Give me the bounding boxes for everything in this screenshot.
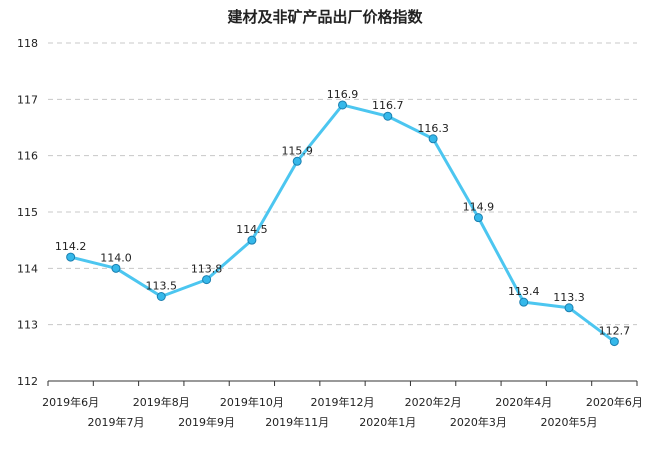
- data-label: 112.7: [599, 325, 631, 338]
- y-tick-labels: 112 113 114 115 116 117 118: [17, 37, 38, 388]
- series-line-layer: [70, 103, 616, 343]
- y-tick-label: 118: [17, 37, 38, 50]
- x-tick-label: 2019年11月: [265, 415, 329, 429]
- data-label: 115.9: [281, 144, 313, 157]
- x-tick-label: 2019年12月: [311, 395, 375, 409]
- x-tick-labels: 2019年6月 2019年7月 2019年8月 2019年9月 2019年10月 2019…: [42, 395, 643, 429]
- data-label: 113.8: [191, 263, 223, 276]
- data-point: [66, 252, 76, 262]
- x-tick-label: 2020年1月: [359, 415, 416, 429]
- data-point: [156, 292, 166, 301]
- y-tick-label: 116: [17, 150, 38, 163]
- x-tick-label: 2020年3月: [450, 415, 507, 429]
- data-point: [111, 263, 121, 273]
- gridlines: [48, 42, 637, 326]
- x-tick-label: 2019年7月: [87, 415, 144, 429]
- x-tick-label: 2019年6月: [42, 395, 99, 409]
- data-label: 113.5: [146, 280, 178, 293]
- y-tick-label: 112: [17, 375, 38, 388]
- data-point: [292, 156, 302, 166]
- data-label: 116.3: [417, 122, 449, 135]
- y-tick-label: 117: [17, 93, 38, 106]
- x-tick-label: 2019年9月: [178, 415, 235, 429]
- data-label: 116.9: [327, 88, 359, 101]
- data-point: [338, 100, 347, 110]
- y-tick-label: 113: [17, 319, 38, 332]
- data-label: 113.4: [508, 285, 540, 298]
- x-tick-label: 2020年2月: [405, 395, 462, 409]
- data-point: [564, 303, 574, 313]
- y-tick-label: 115: [17, 206, 38, 219]
- data-point: [609, 337, 619, 347]
- data-points: [66, 100, 619, 347]
- data-point: [428, 134, 438, 144]
- axes: [47, 380, 638, 386]
- data-label: 116.7: [372, 99, 404, 112]
- chart-title: 建材及非矿产品出厂价格指数: [227, 8, 423, 26]
- data-label: 114.2: [55, 240, 87, 253]
- y-tick-label: 114: [17, 262, 38, 275]
- x-tick-label: 2020年4月: [495, 395, 552, 409]
- data-point: [247, 235, 257, 245]
- data-label: 113.3: [553, 291, 585, 304]
- data-point: [519, 297, 529, 307]
- x-tick-label: 2020年5月: [541, 415, 598, 429]
- data-label: 114.9: [463, 201, 495, 214]
- data-point: [473, 213, 483, 223]
- data-label: 114.0: [100, 251, 132, 264]
- x-tick-label: 2019年10月: [220, 395, 284, 409]
- data-labels: 114.2 114.0 113.5 113.8 114.5 115.9 116.9 116.7…: [55, 88, 630, 338]
- series-line: [70, 103, 616, 343]
- data-point: [202, 275, 212, 285]
- data-label: 114.5: [236, 223, 268, 236]
- x-tick-label: 2019年8月: [133, 395, 190, 409]
- x-tick-label: 2020年6月: [586, 395, 643, 409]
- data-point: [383, 111, 393, 121]
